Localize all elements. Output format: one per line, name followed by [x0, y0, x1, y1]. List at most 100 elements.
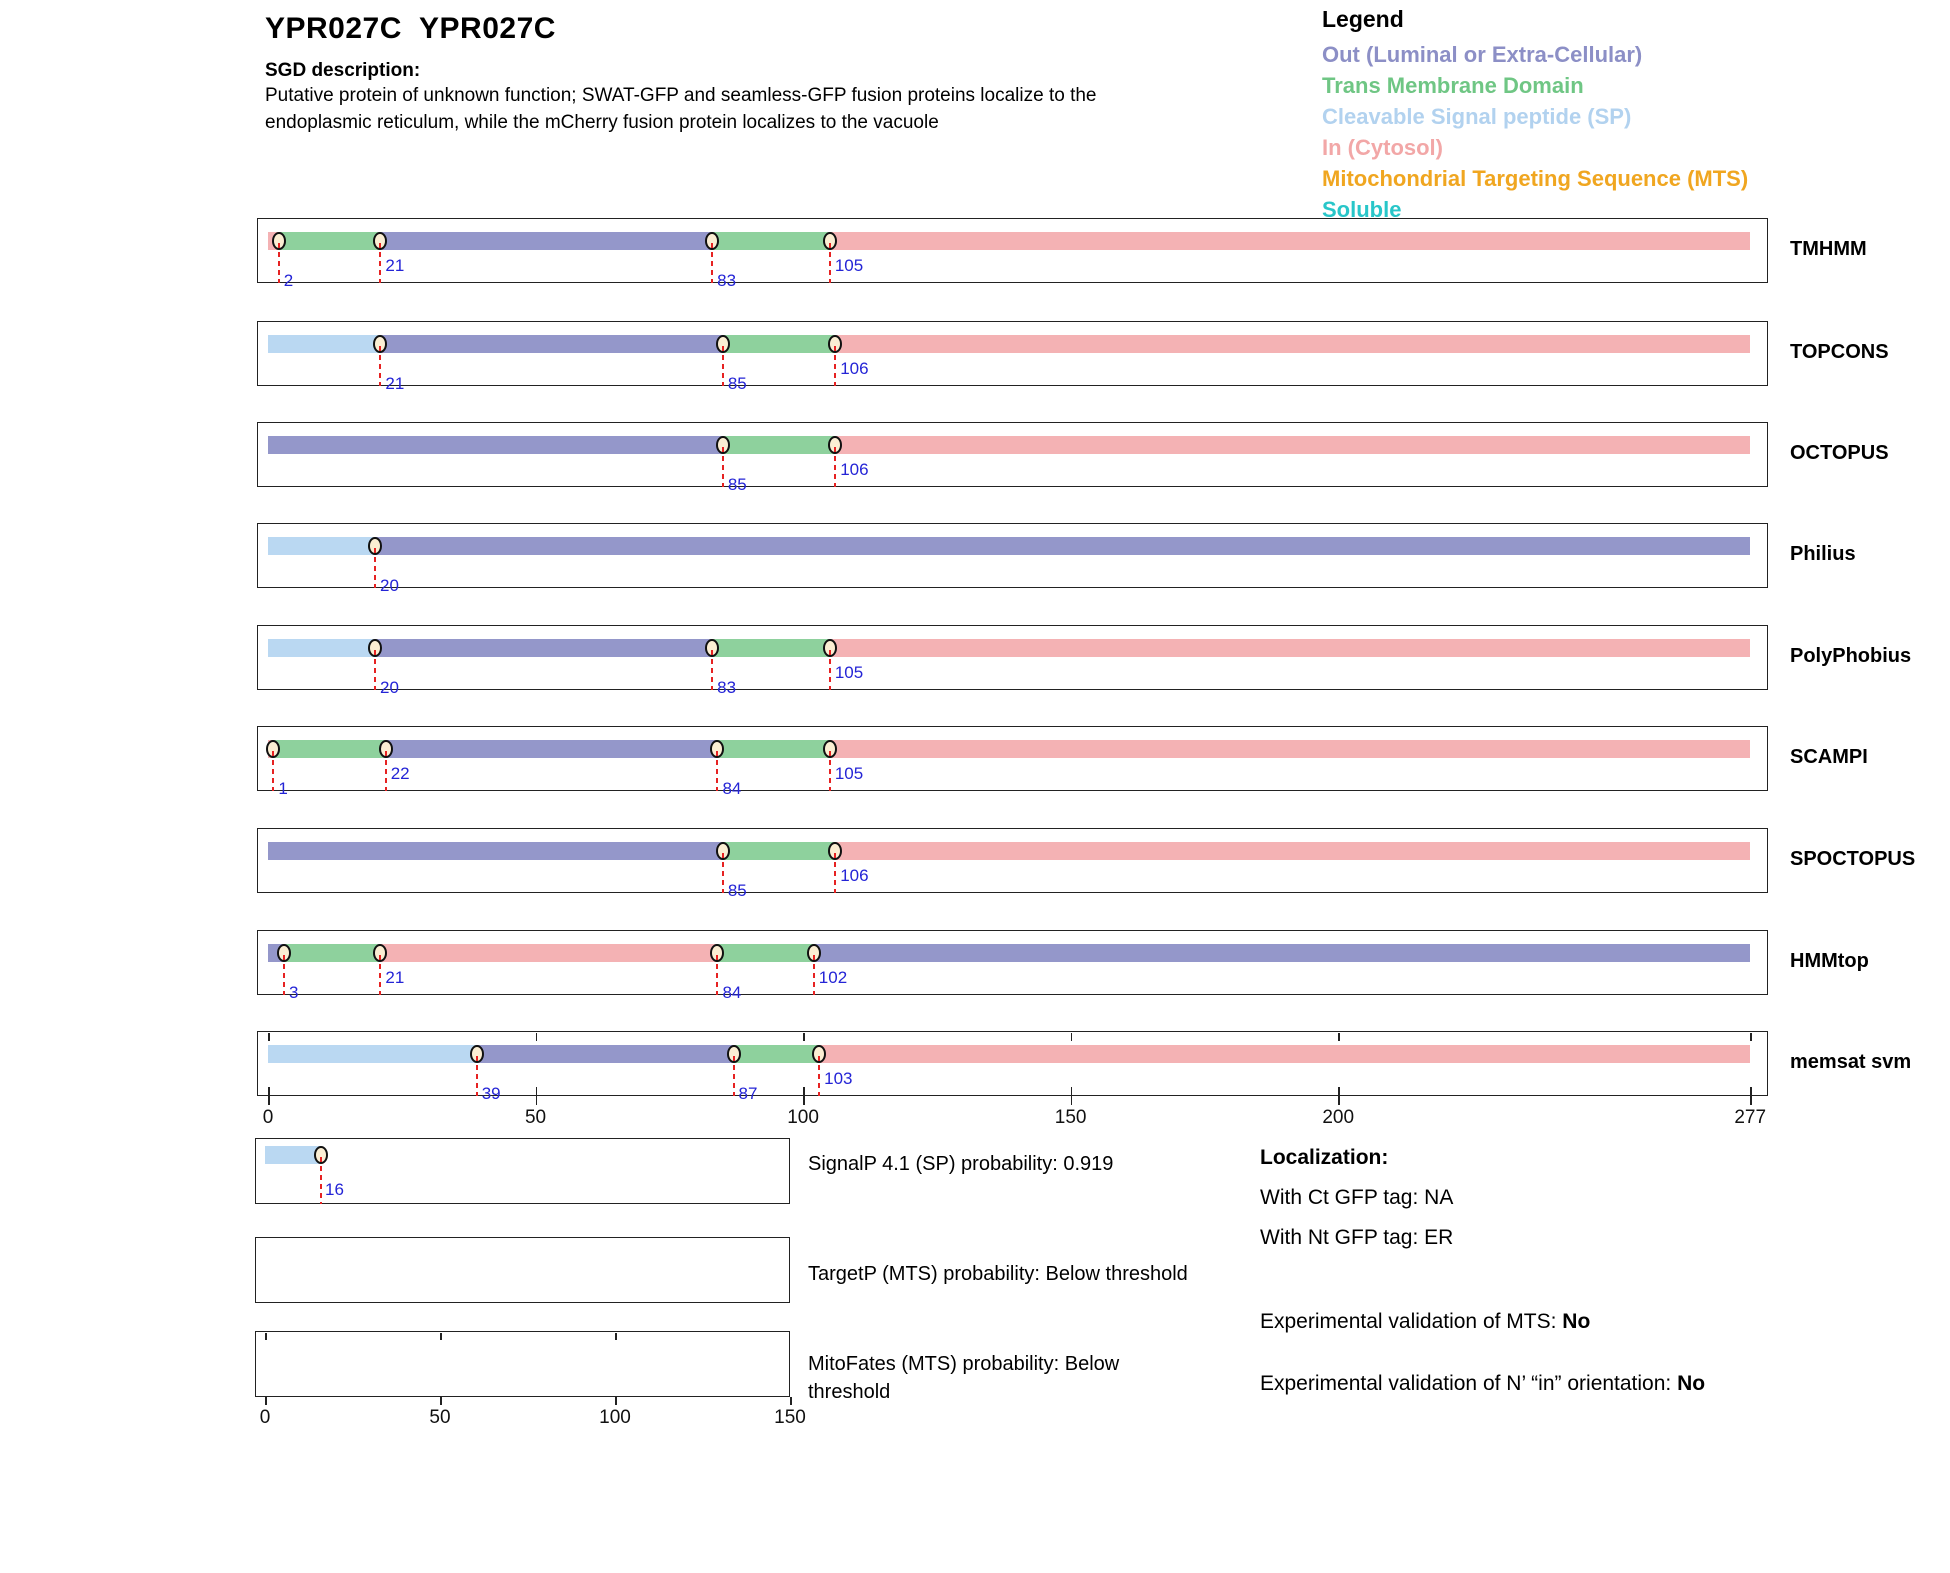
- segment-tm: [733, 1045, 820, 1063]
- segment-out: [813, 944, 1751, 962]
- segment-tm: [278, 232, 381, 250]
- internal-tick: [268, 1086, 270, 1095]
- internal-tick: [535, 1032, 538, 1041]
- nt-gfp-tag-line: With Nt GFP tag: ER: [1260, 1226, 1454, 1249]
- segment-tm: [273, 740, 386, 758]
- segment-out: [268, 842, 723, 860]
- sgd-description-heading: SGD description:: [265, 60, 421, 81]
- legend: Legend Out (Luminal or Extra-Cellular) Tr…: [1322, 6, 1748, 225]
- position-label: 20: [380, 678, 399, 697]
- track-name-label: SPOCTOPUS: [1790, 848, 1916, 870]
- position-label: 3: [289, 983, 299, 1002]
- boundary-dashed-line: [711, 243, 714, 283]
- track-name-label: HMMtop: [1790, 950, 1869, 972]
- position-label: 16: [325, 1180, 344, 1199]
- internal-tick: [803, 1032, 805, 1041]
- legend-item-soluble: Soluble: [1322, 197, 1402, 222]
- segment-out: [268, 436, 723, 454]
- boundary-dashed-line: [721, 447, 724, 487]
- internal-tick: [1070, 1032, 1073, 1041]
- position-label: 84: [722, 779, 742, 798]
- segment-tm: [712, 232, 830, 250]
- segment-sp: [268, 1045, 477, 1063]
- axis-tick-label: 0: [259, 1407, 271, 1428]
- internal-tick: [1750, 1086, 1752, 1095]
- axis-tick: [1338, 1096, 1340, 1105]
- segment-tm: [712, 639, 830, 657]
- track-name-label: TOPCONS: [1790, 341, 1889, 363]
- mts-validation-line: Experimental validation of MTS: No: [1260, 1310, 1590, 1334]
- axis-tick: [615, 1397, 617, 1405]
- position-label: 85: [727, 881, 747, 900]
- position-label: 106: [840, 359, 869, 378]
- position-label: 83: [717, 678, 737, 697]
- axis-tick-label: 277: [1734, 1107, 1767, 1128]
- sgd-description-line-1: Putative protein of unknown function; SW…: [265, 85, 1097, 106]
- segment-out: [476, 1045, 734, 1063]
- position-label: 22: [390, 764, 410, 783]
- segment-tm: [722, 842, 836, 860]
- track-box-HMMtop: [257, 930, 1768, 995]
- boundary-dashed-line: [283, 955, 286, 995]
- segment-in: [835, 436, 1751, 454]
- mts-validation-prefix: Experimental validation of MTS:: [1260, 1310, 1563, 1333]
- boundary-dashed-line: [812, 955, 815, 995]
- boundary-dashed-line: [716, 751, 719, 791]
- boundary-dashed-line: [721, 853, 724, 893]
- boundary-dashed-line: [379, 955, 382, 995]
- signalp-caption: SignalP 4.1 (SP) probability: 0.919: [808, 1153, 1114, 1175]
- boundary-dashed-line: [320, 1157, 322, 1204]
- track-box-OCTOPUS: [257, 422, 1768, 487]
- position-label: 105: [834, 663, 864, 682]
- boundary-dashed-line: [828, 650, 831, 690]
- position-label: 20: [380, 576, 399, 595]
- position-label: 2: [283, 271, 294, 290]
- track-box-TMHMM: [257, 218, 1768, 283]
- position-label: 85: [727, 374, 747, 393]
- axis-tick: [1070, 1096, 1073, 1105]
- boundary-dashed-line: [475, 1056, 478, 1096]
- boundary-dashed-line: [272, 751, 275, 791]
- position-label: 21: [385, 968, 405, 987]
- internal-tick: [265, 1332, 267, 1340]
- position-label: 85: [727, 475, 747, 494]
- track-name-label: PolyPhobius: [1790, 645, 1912, 667]
- internal-tick: [440, 1332, 442, 1340]
- boundary-dashed-line: [828, 751, 831, 791]
- position-label: 87: [738, 1084, 758, 1103]
- internal-tick: [1750, 1032, 1752, 1041]
- subplot-box-SignalP: [255, 1138, 790, 1204]
- legend-title: Legend: [1322, 6, 1404, 32]
- segment-in: [835, 335, 1751, 353]
- localization-heading: Localization:: [1260, 1146, 1389, 1169]
- internal-tick: [615, 1332, 617, 1340]
- internal-tick: [535, 1086, 538, 1095]
- legend-item-mts: Mitochondrial Targeting Sequence (MTS): [1322, 166, 1749, 191]
- boundary-dashed-line: [834, 346, 837, 386]
- track-box-TOPCONS: [257, 321, 1768, 386]
- orientation-validation-value: No: [1677, 1372, 1706, 1395]
- orientation-validation-prefix: Experimental validation of N’ “in” orien…: [1260, 1372, 1678, 1395]
- internal-tick: [1338, 1086, 1340, 1095]
- internal-tick: [1070, 1086, 1073, 1095]
- segment-in: [829, 639, 1751, 657]
- position-label: 1: [278, 779, 288, 798]
- boundary-dashed-line: [828, 243, 831, 283]
- track-box-SCAMPI: [257, 726, 1768, 791]
- mts-validation-value: No: [1562, 1310, 1591, 1333]
- segment-in: [835, 842, 1751, 860]
- position-label: 106: [840, 460, 869, 479]
- mitofates-caption: MitoFates (MTS) probability: Below thres…: [808, 1353, 1120, 1403]
- axis-tick: [790, 1397, 792, 1405]
- axis-tick: [535, 1096, 538, 1105]
- legend-item-tm: Trans Membrane Domain: [1322, 73, 1584, 98]
- boundary-dashed-line: [374, 650, 377, 690]
- axis-tick: [265, 1397, 267, 1405]
- page-title: YPR027C YPR027C: [265, 12, 556, 45]
- position-label: 21: [385, 256, 405, 275]
- legend-item-in: In (Cytosol): [1322, 135, 1443, 160]
- track-name-label: memsat svm: [1790, 1051, 1912, 1073]
- position-label: 39: [481, 1084, 501, 1103]
- segment-out: [385, 740, 718, 758]
- track-name-label: OCTOPUS: [1790, 442, 1889, 464]
